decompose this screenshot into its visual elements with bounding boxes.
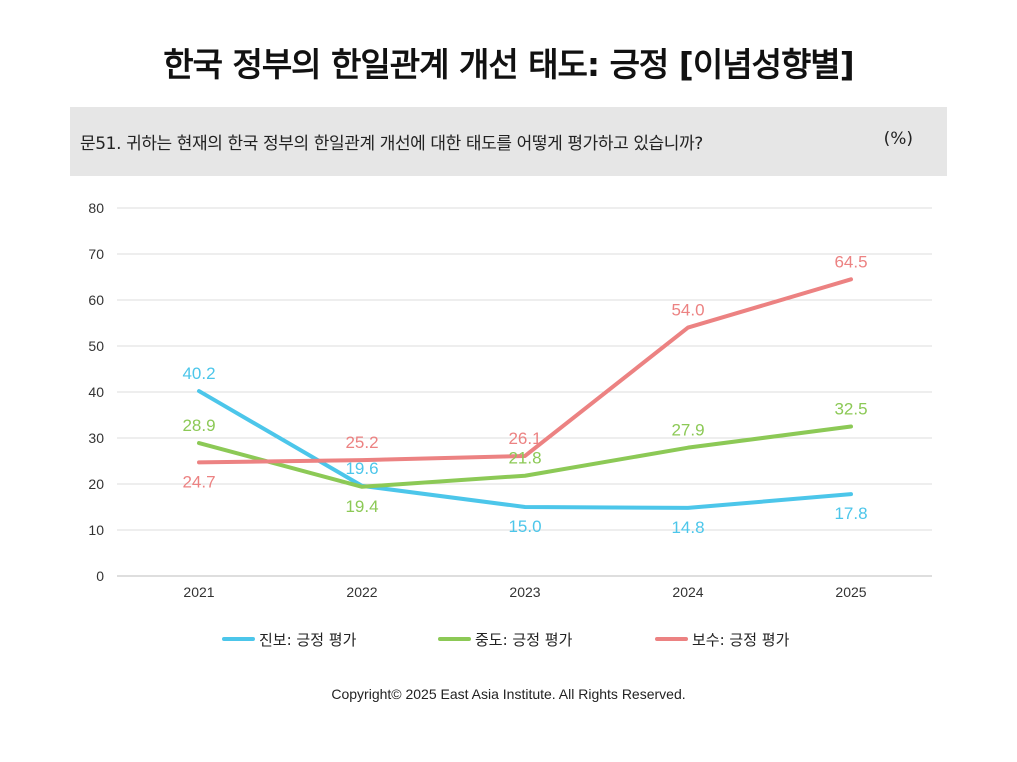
- chart-legend: 진보: 긍정 평가 중도: 긍정 평가 보수: 긍정 평가: [0, 627, 1017, 651]
- copyright-notice: Copyright© 2025 East Asia Institute. All…: [331, 686, 686, 702]
- question-text: 문51. 귀하는 현재의 한국 정부의 한일관계 개선에 대한 태도를 어떻게 …: [80, 134, 703, 154]
- y-tick-label: 80: [88, 200, 104, 216]
- legend-swatch-conservative: [655, 637, 688, 641]
- data-label-conservative: 54.0: [671, 301, 704, 320]
- legend-item-progressive: 진보: 긍정 평가: [222, 627, 356, 651]
- y-tick-label: 20: [88, 476, 104, 492]
- data-label-moderate: 32.5: [834, 400, 867, 419]
- data-label-progressive: 19.6: [345, 459, 378, 478]
- legend-item-moderate: 중도: 긍정 평가: [438, 627, 572, 651]
- y-tick-label: 0: [96, 568, 104, 584]
- data-label-conservative: 64.5: [834, 252, 867, 271]
- data-label-progressive: 40.2: [182, 364, 215, 383]
- x-tick-label: 2024: [672, 584, 703, 600]
- legend-label-conservative: 보수: 긍정 평가: [692, 630, 790, 649]
- question-box: 문51. 귀하는 현재의 한국 정부의 한일관계 개선에 대한 태도를 어떻게 …: [70, 107, 947, 176]
- legend-swatch-progressive: [222, 637, 255, 641]
- data-label-moderate: 28.9: [182, 416, 215, 435]
- legend-label-progressive: 진보: 긍정 평가: [259, 630, 357, 649]
- series-line-conservative: [197, 277, 853, 465]
- y-tick-label: 70: [88, 246, 104, 262]
- legend-item-conservative: 보수: 긍정 평가: [655, 627, 789, 651]
- y-tick-label: 40: [88, 384, 104, 400]
- x-tick-label: 2021: [183, 584, 214, 600]
- y-tick-label: 60: [88, 292, 104, 308]
- data-label-moderate: 19.4: [345, 497, 378, 516]
- x-tick-label: 2025: [835, 584, 866, 600]
- legend-swatch-moderate: [438, 637, 471, 641]
- data-label-progressive: 14.8: [671, 518, 704, 537]
- line-chart: 0 10 20 30 40 50 60 70 80 2021 2022 2023 2024 2025 40.…: [88, 200, 932, 600]
- series-line-progressive: [197, 389, 853, 510]
- y-tick-label: 10: [88, 522, 104, 538]
- legend-label-moderate: 중도: 긍정 평가: [475, 630, 573, 649]
- unit-label: (%): [883, 129, 913, 149]
- series-line-moderate: [197, 424, 853, 489]
- chart-title: 한국 정부의 한일관계 개선 태도: 긍정 [이념성향별]: [163, 45, 855, 84]
- data-label-conservative: 26.1: [508, 429, 541, 448]
- data-label-moderate: 21.8: [508, 449, 541, 468]
- data-label-conservative: 25.2: [345, 433, 378, 452]
- y-tick-label: 30: [88, 430, 104, 446]
- y-tick-label: 50: [88, 338, 104, 354]
- data-label-moderate: 27.9: [671, 421, 704, 440]
- data-label-progressive: 17.8: [834, 504, 867, 523]
- data-label-progressive: 15.0: [508, 517, 541, 536]
- x-tick-label: 2022: [346, 584, 377, 600]
- x-tick-label: 2023: [509, 584, 540, 600]
- data-label-conservative: 24.7: [182, 472, 215, 491]
